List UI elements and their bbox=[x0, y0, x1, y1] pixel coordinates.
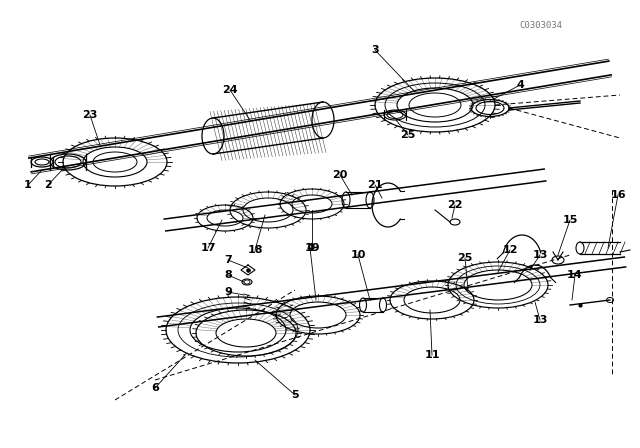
Text: 20: 20 bbox=[332, 170, 348, 180]
Text: 3: 3 bbox=[371, 45, 379, 55]
Text: 17: 17 bbox=[200, 243, 216, 253]
Text: 25: 25 bbox=[400, 130, 416, 140]
Text: 11: 11 bbox=[424, 350, 440, 360]
Text: 6: 6 bbox=[151, 383, 159, 393]
Text: 12: 12 bbox=[502, 245, 518, 255]
Text: 19: 19 bbox=[304, 243, 320, 253]
Text: 16: 16 bbox=[610, 190, 626, 200]
Text: 13: 13 bbox=[532, 250, 548, 260]
Text: 10: 10 bbox=[350, 250, 365, 260]
Text: 13: 13 bbox=[532, 315, 548, 325]
Text: 4: 4 bbox=[516, 80, 524, 90]
Text: C0303034: C0303034 bbox=[519, 21, 563, 30]
Text: 1: 1 bbox=[24, 180, 32, 190]
Text: 23: 23 bbox=[83, 110, 98, 120]
Text: 2: 2 bbox=[44, 180, 52, 190]
Text: 7: 7 bbox=[224, 255, 232, 265]
Text: 22: 22 bbox=[447, 200, 463, 210]
Text: 18: 18 bbox=[247, 245, 263, 255]
Text: 15: 15 bbox=[563, 215, 578, 225]
Text: 4: 4 bbox=[306, 243, 314, 253]
Text: 8: 8 bbox=[224, 270, 232, 280]
Text: 14: 14 bbox=[567, 270, 583, 280]
Text: 21: 21 bbox=[367, 180, 383, 190]
Text: 5: 5 bbox=[291, 390, 299, 400]
Text: 24: 24 bbox=[222, 85, 238, 95]
Text: 9: 9 bbox=[224, 287, 232, 297]
Text: 25: 25 bbox=[458, 253, 473, 263]
